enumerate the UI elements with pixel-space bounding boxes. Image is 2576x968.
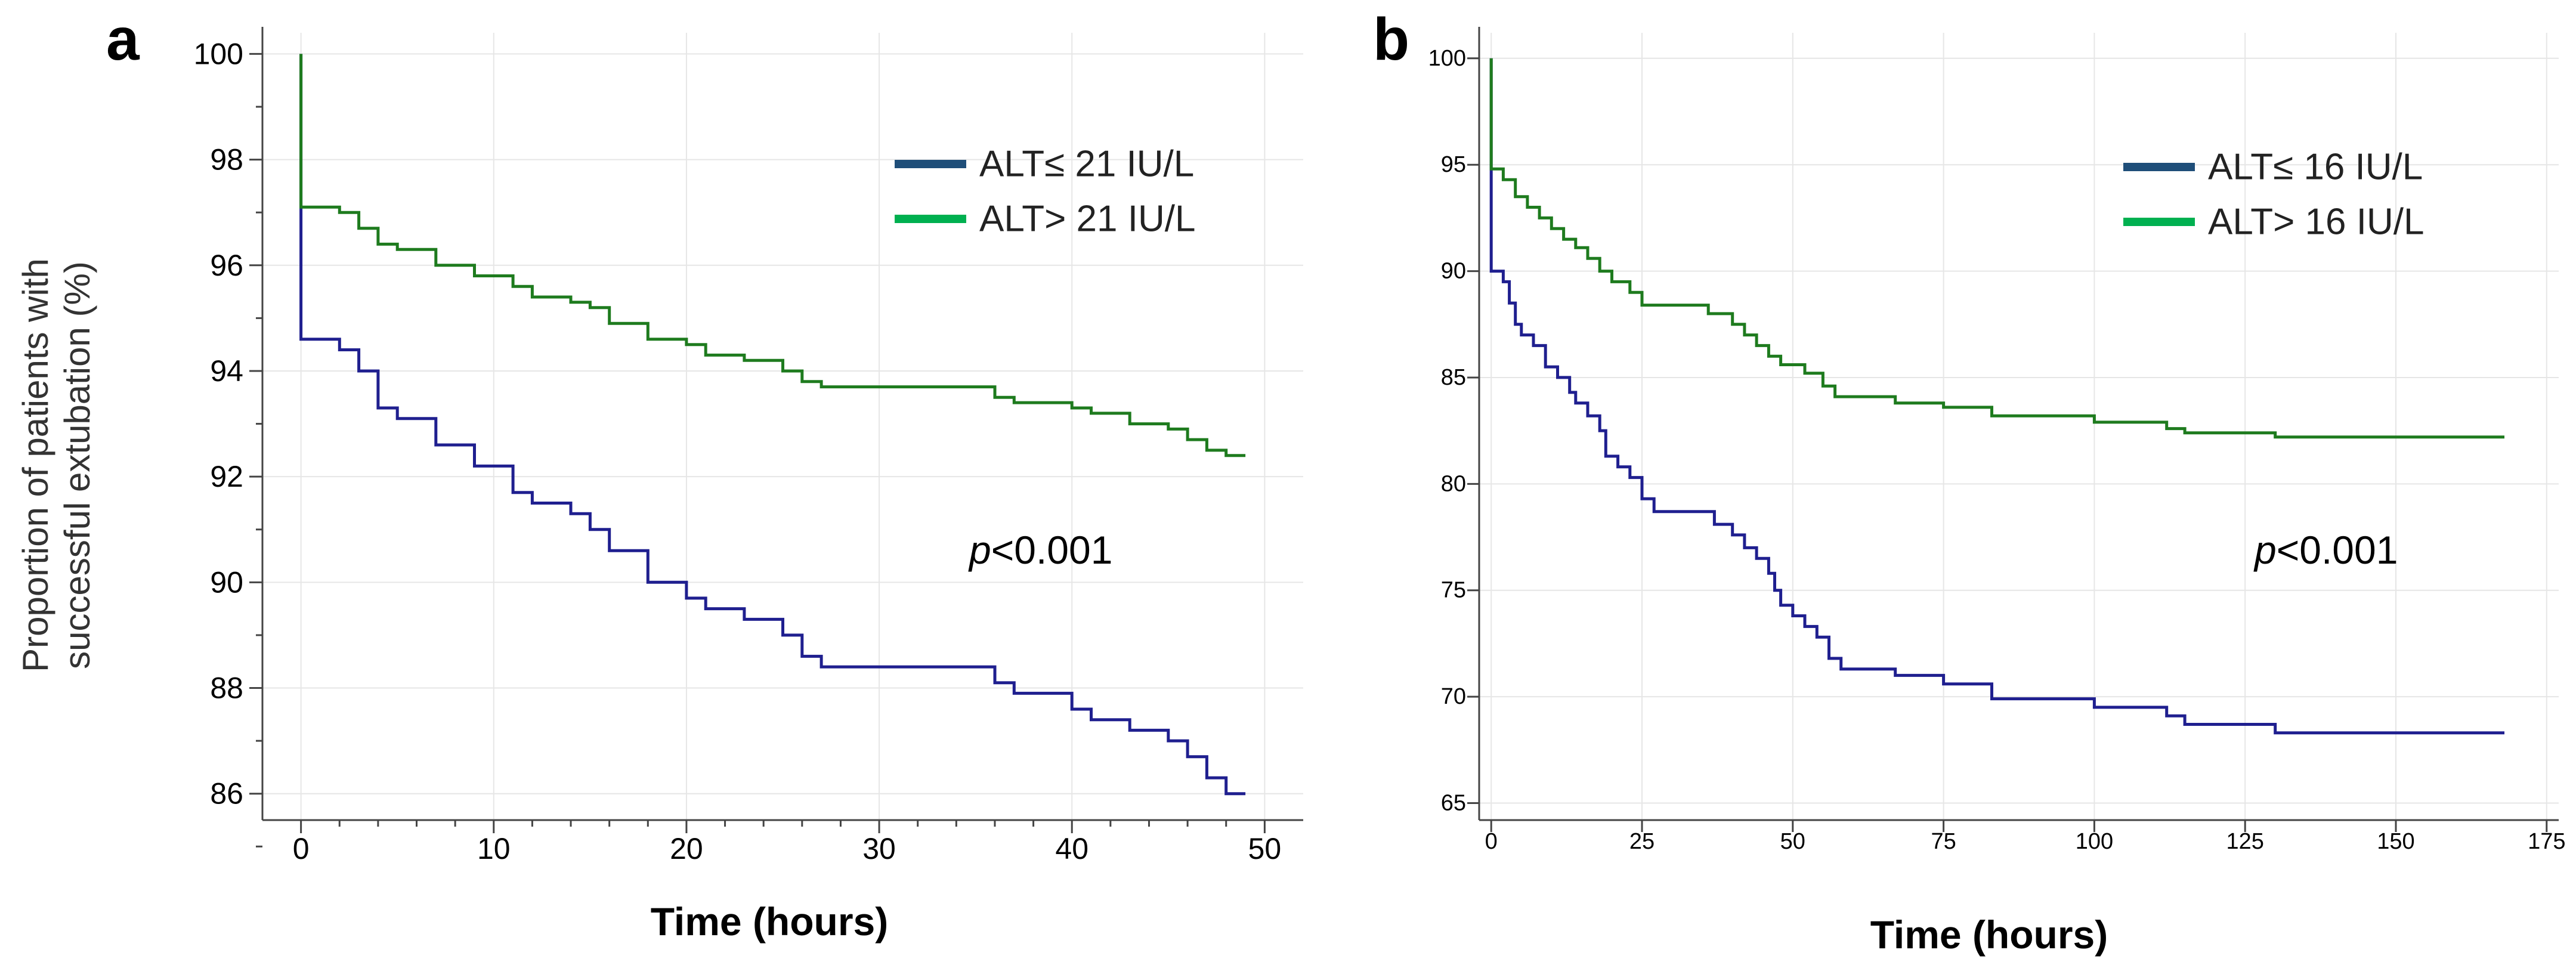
panel-b-legend-label-0: ALT≤ 16 IU/L <box>2208 147 2423 188</box>
panel-b-letter: b <box>1373 6 1409 73</box>
panel-b-xlabel: Time (hours) <box>1870 913 2108 957</box>
panel-a-ytick-label-2: 90 <box>210 565 243 599</box>
panel-a-letter: a <box>106 6 140 73</box>
panel-b-ytick-label-3: 80 <box>1441 471 1466 496</box>
panel-a-series-1-line <box>299 54 1246 457</box>
panel-b-series <box>1489 58 2504 735</box>
panel-a-ylabel-line-2: successful extubation (%) <box>57 261 97 669</box>
panel-a-ytick-label-3: 92 <box>210 460 243 493</box>
panel-a-xtick-label-4: 40 <box>1055 832 1088 865</box>
panel-b-ytick-label-7: 100 <box>1428 46 1466 71</box>
panel-b-ytick-label-5: 90 <box>1441 259 1466 284</box>
panel-a-series <box>299 54 1246 796</box>
panel-a-p-value: p<0.001 <box>968 528 1112 572</box>
panel-a-xtick-label-2: 20 <box>670 832 703 865</box>
panel-b-p-rest: <0.001 <box>2277 528 2398 572</box>
panel-b-grid <box>1479 33 2559 820</box>
panel-a-xtick-label-3: 30 <box>862 832 896 865</box>
panel-b-ytick-label-6: 95 <box>1441 152 1466 177</box>
panel-b-xtick-label-3: 75 <box>1931 829 1956 854</box>
panel-b-ytick-label-1: 70 <box>1441 684 1466 709</box>
panel-a-xtick-label-5: 50 <box>1248 832 1282 865</box>
panel-b-ytick-label-2: 75 <box>1441 578 1466 603</box>
panel-a-series-0-line <box>299 54 1246 796</box>
panel-a-xlabel: Time (hours) <box>651 899 888 944</box>
panel-b-xtick-label-5: 125 <box>2226 829 2263 854</box>
panel-b-series-0-line <box>1489 58 2504 735</box>
panel-b-p-italic: p <box>2253 528 2277 572</box>
panel-a-p-rest: <0.001 <box>991 528 1113 572</box>
panel-b-ytick-label-0: 65 <box>1441 790 1466 815</box>
panel-a-legend-label-0: ALT≤ 21 IU/L <box>979 144 1194 185</box>
panel-b-axes: 0 25 50 75 100 125 150 175 65 70 75 80 85 90 95 100 <box>1428 27 2565 854</box>
panel-a-legend: ALT≤ 21 IU/L ALT> 21 IU/L <box>895 144 1195 240</box>
panel-b-xtick-label-6: 150 <box>2377 829 2414 854</box>
panel-b-ytick-label-4: 85 <box>1441 365 1466 390</box>
panel-b-xtick-label-0: 0 <box>1485 829 1498 854</box>
panel-b: b 0 25 50 75 100 125 150 175 65 70 75 80 85 90 95 100 A… <box>1373 6 2565 957</box>
panel-b-xtick-label-4: 100 <box>2076 829 2113 854</box>
panel-a-ytick-label-7: 100 <box>194 37 243 70</box>
panel-a-p-italic: p <box>968 528 991 572</box>
panel-a-axes: 0 10 20 30 40 50 86 88 90 92 94 96 98 100 <box>194 27 1303 865</box>
panel-a-ytick-label-0: 86 <box>210 777 243 811</box>
panel-b-legend: ALT≤ 16 IU/L ALT> 16 IU/L <box>2123 147 2424 243</box>
panel-a-ytick-label-6: 98 <box>210 143 243 177</box>
panel-a-ytick-label-5: 96 <box>210 249 243 282</box>
panel-a-ylabel-line-1: Proportion of patients with <box>16 258 55 672</box>
panel-a: a Proportion of patients with successful… <box>16 6 1303 944</box>
panel-b-xtick-label-1: 25 <box>1629 829 1655 854</box>
panel-a-ytick-label-1: 88 <box>210 672 243 705</box>
panel-a-xtick-label-0: 0 <box>293 832 310 865</box>
panel-a-legend-label-1: ALT> 21 IU/L <box>979 199 1195 240</box>
panel-a-xtick-label-1: 10 <box>477 832 511 865</box>
panel-a-ylabel: Proportion of patients with successful e… <box>16 258 97 672</box>
panel-a-ytick-label-4: 94 <box>210 354 243 388</box>
panel-b-xtick-label-2: 50 <box>1780 829 1805 854</box>
panel-b-xtick-label-7: 175 <box>2528 829 2565 854</box>
panel-b-series-1-line <box>1489 58 2504 439</box>
panel-b-legend-label-1: ALT> 16 IU/L <box>2208 202 2424 243</box>
panel-b-p-value: p<0.001 <box>2253 528 2398 572</box>
